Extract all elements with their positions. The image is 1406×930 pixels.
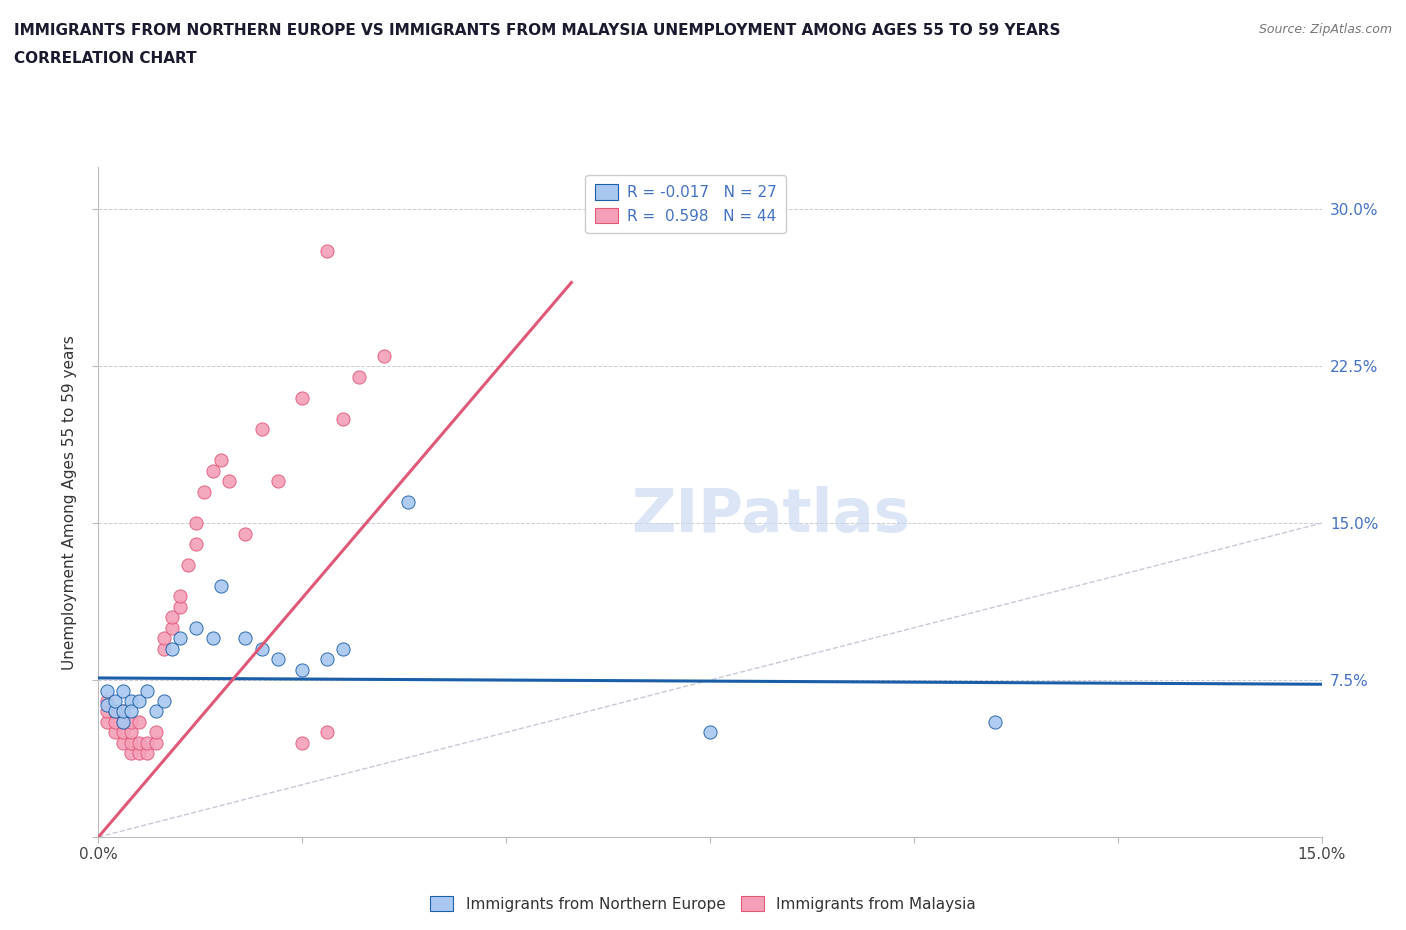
Point [332, 411, 354, 426]
Point [96, 683, 118, 698]
Point [128, 746, 150, 761]
Point [120, 704, 142, 719]
Point [291, 736, 314, 751]
Point [152, 631, 174, 645]
Point [104, 714, 127, 729]
Point [160, 610, 183, 625]
Point [145, 704, 167, 719]
Point [267, 474, 290, 489]
Point [104, 704, 127, 719]
Point [145, 736, 167, 751]
Point [177, 558, 200, 573]
Point [128, 736, 150, 751]
Point [186, 516, 208, 531]
Point [120, 736, 142, 751]
Point [169, 589, 191, 604]
Point [120, 725, 142, 740]
Point [250, 421, 273, 436]
Y-axis label: Unemployment Among Ages 55 to 59 years: Unemployment Among Ages 55 to 59 years [62, 335, 77, 670]
Point [96, 698, 118, 712]
Point [699, 725, 721, 740]
Point [169, 631, 191, 645]
Point [145, 725, 167, 740]
Point [373, 349, 395, 364]
Point [332, 642, 354, 657]
Point [120, 694, 142, 709]
Point [315, 652, 337, 667]
Point [201, 463, 224, 478]
Point [111, 736, 134, 751]
Point [315, 725, 337, 740]
Point [128, 694, 150, 709]
Point [152, 642, 174, 657]
Point [111, 704, 134, 719]
Legend: Immigrants from Northern Europe, Immigrants from Malaysia: Immigrants from Northern Europe, Immigra… [425, 889, 981, 918]
Point [209, 578, 232, 593]
Point [152, 694, 174, 709]
Point [209, 453, 232, 468]
Text: IMMIGRANTS FROM NORTHERN EUROPE VS IMMIGRANTS FROM MALAYSIA UNEMPLOYMENT AMONG A: IMMIGRANTS FROM NORTHERN EUROPE VS IMMIG… [14, 23, 1060, 38]
Point [315, 244, 337, 259]
Point [160, 620, 183, 635]
Point [267, 652, 290, 667]
Point [104, 694, 127, 709]
Text: CORRELATION CHART: CORRELATION CHART [14, 51, 197, 66]
Point [104, 704, 127, 719]
Point [136, 736, 159, 751]
Point [96, 704, 118, 719]
Point [96, 694, 118, 709]
Point [186, 620, 208, 635]
Point [250, 642, 273, 657]
Point [136, 746, 159, 761]
Point [186, 537, 208, 551]
Point [396, 495, 419, 510]
Text: Source: ZipAtlas.com: Source: ZipAtlas.com [1258, 23, 1392, 36]
Point [120, 746, 142, 761]
Point [136, 683, 159, 698]
Point [111, 714, 134, 729]
Point [111, 714, 134, 729]
Text: ZIPatlas: ZIPatlas [631, 486, 911, 545]
Point [233, 631, 256, 645]
Point [111, 725, 134, 740]
Point [233, 526, 256, 541]
Point [291, 662, 314, 677]
Point [193, 485, 215, 499]
Point [160, 642, 183, 657]
Point [984, 714, 1007, 729]
Point [111, 704, 134, 719]
Legend: R = -0.017   N = 27, R =  0.598   N = 44: R = -0.017 N = 27, R = 0.598 N = 44 [585, 175, 786, 233]
Point [111, 683, 134, 698]
Point [201, 631, 224, 645]
Point [349, 369, 371, 384]
Point [104, 725, 127, 740]
Point [291, 391, 314, 405]
Point [96, 714, 118, 729]
Point [128, 714, 150, 729]
Point [169, 600, 191, 615]
Point [120, 714, 142, 729]
Point [218, 474, 240, 489]
